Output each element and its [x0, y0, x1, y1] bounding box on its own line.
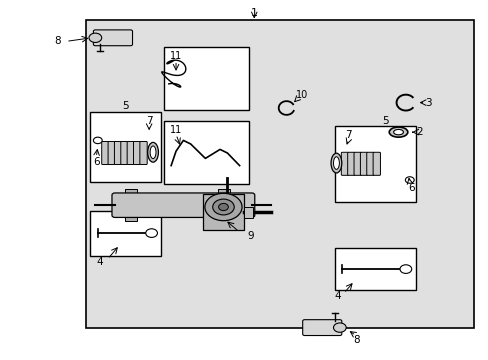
- Circle shape: [212, 199, 234, 215]
- Bar: [334, 126, 415, 202]
- FancyBboxPatch shape: [341, 152, 348, 175]
- FancyBboxPatch shape: [102, 141, 109, 165]
- FancyBboxPatch shape: [112, 193, 254, 217]
- Text: 7: 7: [345, 130, 351, 140]
- Bar: [203, 194, 244, 230]
- FancyBboxPatch shape: [360, 152, 367, 175]
- Text: 2: 2: [415, 127, 422, 137]
- Text: 11: 11: [169, 125, 182, 135]
- Ellipse shape: [150, 146, 156, 159]
- Ellipse shape: [147, 143, 158, 162]
- Text: 5: 5: [381, 116, 387, 126]
- FancyBboxPatch shape: [121, 141, 128, 165]
- Text: 11: 11: [169, 51, 182, 61]
- FancyBboxPatch shape: [353, 152, 361, 175]
- Bar: [217, 189, 229, 221]
- Text: 9: 9: [247, 231, 254, 241]
- Circle shape: [89, 33, 102, 42]
- Text: 8: 8: [353, 335, 360, 345]
- Circle shape: [218, 203, 228, 211]
- Bar: [163, 47, 249, 110]
- Text: 8: 8: [54, 36, 61, 46]
- Text: 6: 6: [407, 183, 414, 193]
- Circle shape: [399, 265, 411, 274]
- Ellipse shape: [333, 157, 339, 170]
- Text: 7: 7: [145, 116, 152, 126]
- FancyBboxPatch shape: [366, 152, 373, 175]
- Circle shape: [204, 193, 242, 221]
- Circle shape: [93, 137, 102, 144]
- Bar: [85, 20, 473, 328]
- FancyBboxPatch shape: [372, 152, 380, 175]
- FancyBboxPatch shape: [127, 141, 134, 165]
- Text: 5: 5: [122, 101, 129, 111]
- Text: 10: 10: [295, 90, 307, 100]
- Bar: [90, 211, 161, 256]
- Circle shape: [333, 323, 346, 332]
- Text: 6: 6: [93, 157, 100, 167]
- Bar: [163, 121, 249, 184]
- Circle shape: [405, 177, 413, 183]
- Ellipse shape: [388, 127, 407, 137]
- FancyBboxPatch shape: [108, 141, 115, 165]
- Text: 4: 4: [97, 257, 103, 267]
- Bar: [244, 207, 253, 218]
- Text: 3: 3: [425, 98, 431, 108]
- FancyBboxPatch shape: [133, 141, 141, 165]
- Text: 1: 1: [250, 8, 257, 18]
- Bar: [90, 112, 161, 182]
- FancyBboxPatch shape: [347, 152, 354, 175]
- FancyBboxPatch shape: [140, 141, 147, 165]
- Text: 4: 4: [333, 291, 340, 301]
- Bar: [124, 189, 137, 221]
- FancyBboxPatch shape: [302, 320, 341, 336]
- Bar: [334, 248, 415, 290]
- Ellipse shape: [330, 153, 341, 173]
- FancyBboxPatch shape: [114, 141, 122, 165]
- FancyBboxPatch shape: [93, 30, 132, 46]
- Ellipse shape: [393, 130, 403, 135]
- Circle shape: [145, 229, 157, 238]
